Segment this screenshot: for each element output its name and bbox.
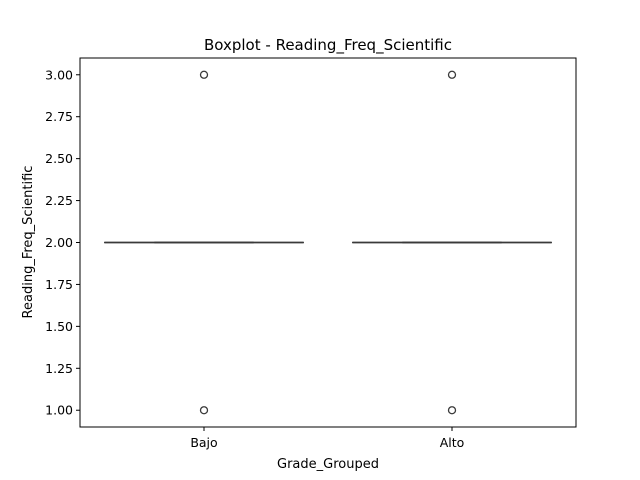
- x-tick-label: Alto: [440, 435, 465, 450]
- y-tick-label: 2.00: [45, 235, 73, 250]
- outlier-point: [447, 70, 457, 79]
- y-tick-label: 2.50: [45, 151, 73, 166]
- x-tick-label: Bajo: [190, 435, 217, 450]
- y-tick-label: 1.00: [45, 403, 73, 418]
- y-tick-label: 1.25: [45, 361, 73, 376]
- y-tick-label: 2.25: [45, 193, 73, 208]
- box-alto: [352, 70, 552, 415]
- outlier-point: [199, 406, 209, 415]
- y-tick-label: 3.00: [45, 67, 73, 82]
- y-tick-label: 2.75: [45, 109, 73, 124]
- box-series: [104, 70, 552, 415]
- x-axis-label: Grade_Grouped: [277, 457, 379, 472]
- y-tick-label: 1.75: [45, 277, 73, 292]
- y-tick-label: 1.50: [45, 319, 73, 334]
- outlier-point: [447, 406, 457, 415]
- x-axis: Bajo Alto: [190, 427, 464, 450]
- chart-title: Boxplot - Reading_Freq_Scientific: [204, 36, 452, 55]
- y-axis: 1.00 1.25 1.50 1.75 2.00 2.25 2.50 2.75 3.00: [45, 67, 80, 418]
- y-axis-label: Reading_Freq_Scientific: [21, 166, 36, 319]
- box-bajo: [104, 70, 304, 415]
- outlier-point: [199, 70, 209, 79]
